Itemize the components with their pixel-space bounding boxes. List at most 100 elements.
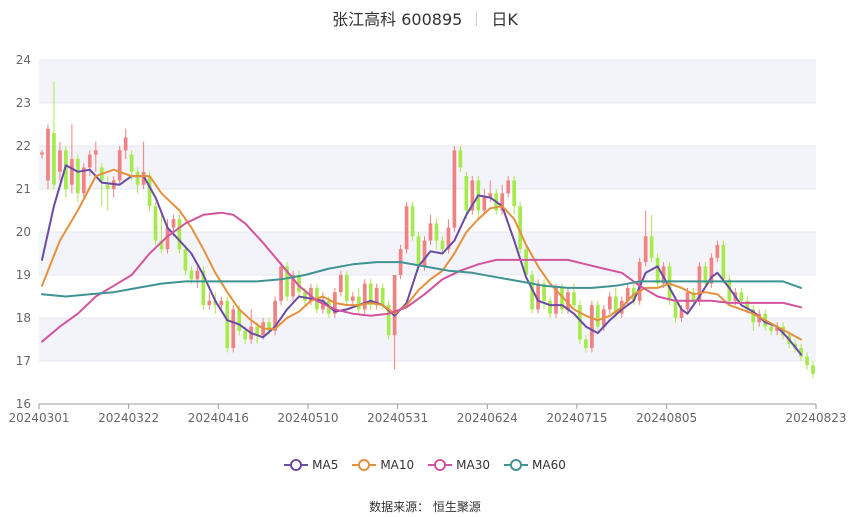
- candle-body: [691, 292, 696, 301]
- candle-body: [52, 133, 56, 185]
- grid-band: [39, 146, 816, 189]
- candle-body: [769, 326, 774, 331]
- data-source: 数据来源： 恒生聚源: [369, 500, 481, 514]
- candle-body: [321, 300, 325, 310]
- candle-body: [649, 236, 654, 258]
- candle-body: [350, 296, 355, 301]
- legend-marker-icon: [428, 459, 453, 471]
- legend-item-ma30[interactable]: MA30: [428, 458, 490, 472]
- candle-body: [661, 266, 666, 284]
- candle-body: [303, 292, 307, 301]
- candle-body: [566, 292, 570, 310]
- legend-label: MA60: [532, 458, 566, 472]
- candle-body: [380, 287, 385, 306]
- candle-body: [46, 128, 50, 181]
- y-tick-label: 23: [16, 96, 31, 110]
- candle-body: [739, 292, 744, 301]
- candle-body: [344, 275, 349, 301]
- y-tick-label: 20: [16, 225, 31, 239]
- candle-body: [279, 266, 283, 301]
- candle-body: [458, 150, 463, 168]
- legend-item-ma60[interactable]: MA60: [504, 458, 566, 472]
- y-tick-label: 19: [16, 268, 31, 282]
- candle-body: [374, 287, 379, 306]
- candle-body: [273, 300, 277, 331]
- candle-body: [219, 300, 224, 306]
- chart-title: 张江高科 600895 日K: [0, 6, 850, 30]
- candle-body: [500, 193, 505, 211]
- candle-body: [434, 223, 439, 241]
- candle-body: [243, 330, 248, 340]
- candle-body: [679, 309, 684, 318]
- candle-body: [416, 236, 421, 267]
- candle-body: [297, 275, 301, 293]
- grid-band: [39, 318, 816, 361]
- candle-body: [213, 300, 218, 306]
- candle-body: [183, 249, 188, 271]
- ma60-line: [41, 261, 803, 298]
- legend-marker-icon: [352, 459, 377, 471]
- candle-body: [613, 296, 618, 314]
- candle-body: [392, 275, 397, 336]
- candle-body: [171, 219, 176, 228]
- candle-body: [237, 309, 242, 331]
- candle-body: [428, 223, 433, 241]
- candle-body: [362, 283, 367, 310]
- candle-body: [446, 227, 451, 250]
- candle-body: [643, 236, 648, 263]
- candle-body: [147, 176, 152, 207]
- candle-body: [721, 244, 726, 280]
- candle-body: [201, 270, 206, 306]
- candle-body: [530, 275, 534, 310]
- legend-item-ma10[interactable]: MA10: [352, 458, 414, 472]
- candle-body: [368, 283, 373, 306]
- candle-body: [225, 300, 230, 349]
- candle-body: [404, 206, 409, 250]
- candle-body: [811, 365, 815, 374]
- candle-body: [87, 154, 92, 168]
- grid-band: [39, 60, 816, 103]
- candle-body: [135, 171, 140, 185]
- stock-name: 张江高科 600895: [332, 10, 463, 29]
- candle-body: [799, 348, 803, 357]
- candle-body: [70, 158, 74, 185]
- candle-body: [195, 270, 200, 280]
- candle-body: [291, 275, 295, 297]
- candle-body: [518, 206, 522, 250]
- candle-body: [255, 326, 260, 336]
- candle-body: [159, 240, 164, 250]
- candle-body: [548, 300, 552, 314]
- candle-body: [703, 266, 708, 284]
- candle-body: [584, 339, 588, 349]
- candle-body: [673, 300, 678, 318]
- candle-body: [231, 309, 236, 349]
- x-tick-label: 20240301: [8, 411, 69, 425]
- candle-body: [440, 240, 445, 250]
- candle-body: [607, 296, 612, 310]
- x-tick-label: 20240715: [546, 411, 607, 425]
- y-tick-label: 22: [16, 139, 31, 153]
- candle-body: [81, 167, 86, 194]
- candle-body: [58, 150, 62, 172]
- legend-item-ma5[interactable]: MA5: [284, 458, 338, 472]
- x-tick-label: 20240322: [98, 411, 159, 425]
- candle-body: [727, 279, 732, 301]
- candle-body: [410, 206, 415, 237]
- legend-label: MA30: [456, 458, 491, 472]
- candle-body: [655, 257, 660, 284]
- y-tick-label: 21: [16, 182, 31, 196]
- candle-body: [542, 283, 546, 301]
- candle-body: [267, 322, 271, 331]
- candle-body: [93, 150, 98, 155]
- y-tick-label: 24: [16, 53, 31, 67]
- candle-body: [536, 283, 540, 310]
- candle-body: [141, 171, 146, 185]
- candle-body: [464, 176, 469, 211]
- candle-body: [751, 309, 756, 323]
- candle-body: [117, 150, 122, 181]
- candle-body: [488, 193, 493, 198]
- y-tick-label: 16: [16, 397, 31, 411]
- candle-body: [524, 249, 528, 275]
